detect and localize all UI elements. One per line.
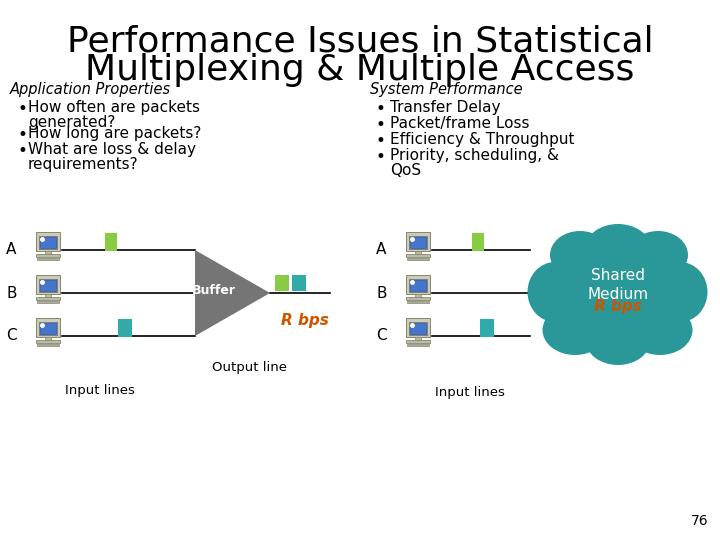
Text: Output line: Output line [212, 361, 287, 374]
FancyBboxPatch shape [37, 301, 59, 303]
FancyBboxPatch shape [40, 323, 56, 334]
Ellipse shape [542, 305, 608, 355]
Text: C: C [376, 328, 387, 343]
Text: R bps: R bps [594, 300, 642, 314]
Text: B: B [376, 286, 387, 300]
Text: •: • [18, 126, 28, 144]
FancyBboxPatch shape [36, 318, 60, 337]
Ellipse shape [610, 247, 680, 302]
Text: QoS: QoS [390, 163, 421, 178]
Text: Buffer: Buffer [192, 285, 236, 298]
FancyBboxPatch shape [45, 294, 50, 297]
FancyBboxPatch shape [105, 233, 117, 251]
FancyBboxPatch shape [406, 232, 430, 251]
Ellipse shape [555, 282, 625, 342]
Text: How long are packets?: How long are packets? [28, 126, 202, 141]
Text: B: B [6, 286, 17, 300]
Text: How often are packets: How often are packets [28, 100, 200, 115]
FancyBboxPatch shape [406, 318, 430, 337]
Text: Input lines: Input lines [435, 386, 505, 399]
FancyBboxPatch shape [45, 336, 50, 340]
Text: A: A [6, 242, 17, 258]
FancyBboxPatch shape [409, 321, 427, 335]
FancyBboxPatch shape [407, 301, 429, 303]
Text: Transfer Delay: Transfer Delay [390, 100, 500, 115]
FancyBboxPatch shape [406, 296, 430, 300]
Text: Multiplexing & Multiple Access: Multiplexing & Multiple Access [85, 53, 635, 87]
FancyBboxPatch shape [292, 275, 306, 291]
Text: Priority, scheduling, &: Priority, scheduling, & [390, 148, 559, 163]
Text: •: • [376, 148, 386, 166]
Text: 76: 76 [690, 514, 708, 528]
FancyBboxPatch shape [407, 344, 429, 346]
FancyBboxPatch shape [40, 280, 56, 291]
FancyBboxPatch shape [406, 254, 430, 257]
FancyBboxPatch shape [118, 319, 132, 337]
Text: •: • [18, 100, 28, 118]
Text: Shared
Medium: Shared Medium [588, 268, 649, 302]
FancyBboxPatch shape [410, 280, 426, 291]
Text: Efficiency & Throughput: Efficiency & Throughput [390, 132, 575, 147]
Text: R bps: R bps [281, 313, 329, 328]
FancyBboxPatch shape [472, 233, 484, 251]
FancyBboxPatch shape [36, 275, 60, 294]
FancyBboxPatch shape [409, 279, 427, 292]
Text: •: • [376, 132, 386, 150]
FancyBboxPatch shape [410, 237, 426, 248]
Text: System Performance: System Performance [370, 82, 523, 97]
Text: •: • [18, 142, 28, 160]
Ellipse shape [628, 231, 688, 279]
FancyBboxPatch shape [480, 319, 494, 337]
Text: C: C [6, 328, 17, 343]
FancyBboxPatch shape [409, 235, 427, 249]
FancyBboxPatch shape [415, 336, 420, 340]
Text: generated?: generated? [28, 115, 115, 130]
FancyBboxPatch shape [36, 296, 60, 300]
Ellipse shape [652, 262, 708, 322]
Text: •: • [376, 100, 386, 118]
FancyBboxPatch shape [406, 275, 430, 294]
Ellipse shape [585, 224, 650, 272]
FancyBboxPatch shape [410, 323, 426, 334]
Ellipse shape [555, 247, 625, 302]
FancyBboxPatch shape [40, 237, 56, 248]
Text: Input lines: Input lines [65, 384, 135, 397]
FancyBboxPatch shape [275, 275, 289, 291]
Polygon shape [195, 250, 270, 336]
FancyBboxPatch shape [36, 232, 60, 251]
FancyBboxPatch shape [39, 321, 58, 335]
Text: What are loss & delay: What are loss & delay [28, 142, 196, 157]
FancyBboxPatch shape [406, 340, 430, 343]
FancyBboxPatch shape [39, 279, 58, 292]
Text: A: A [376, 242, 387, 258]
FancyBboxPatch shape [415, 294, 420, 297]
Ellipse shape [585, 315, 650, 365]
FancyBboxPatch shape [45, 251, 50, 254]
FancyBboxPatch shape [36, 254, 60, 257]
FancyBboxPatch shape [407, 258, 429, 260]
FancyBboxPatch shape [39, 235, 58, 249]
FancyBboxPatch shape [37, 258, 59, 260]
Text: Packet/frame Loss: Packet/frame Loss [390, 116, 529, 131]
Text: Application Properties: Application Properties [10, 82, 171, 97]
FancyBboxPatch shape [37, 344, 59, 346]
Ellipse shape [543, 234, 693, 349]
Text: Performance Issues in Statistical: Performance Issues in Statistical [67, 25, 653, 59]
Ellipse shape [528, 262, 582, 322]
Ellipse shape [628, 305, 693, 355]
Ellipse shape [610, 282, 680, 342]
Text: requirements?: requirements? [28, 157, 139, 172]
FancyBboxPatch shape [415, 251, 420, 254]
FancyBboxPatch shape [36, 340, 60, 343]
Ellipse shape [550, 231, 610, 279]
Text: •: • [376, 116, 386, 134]
